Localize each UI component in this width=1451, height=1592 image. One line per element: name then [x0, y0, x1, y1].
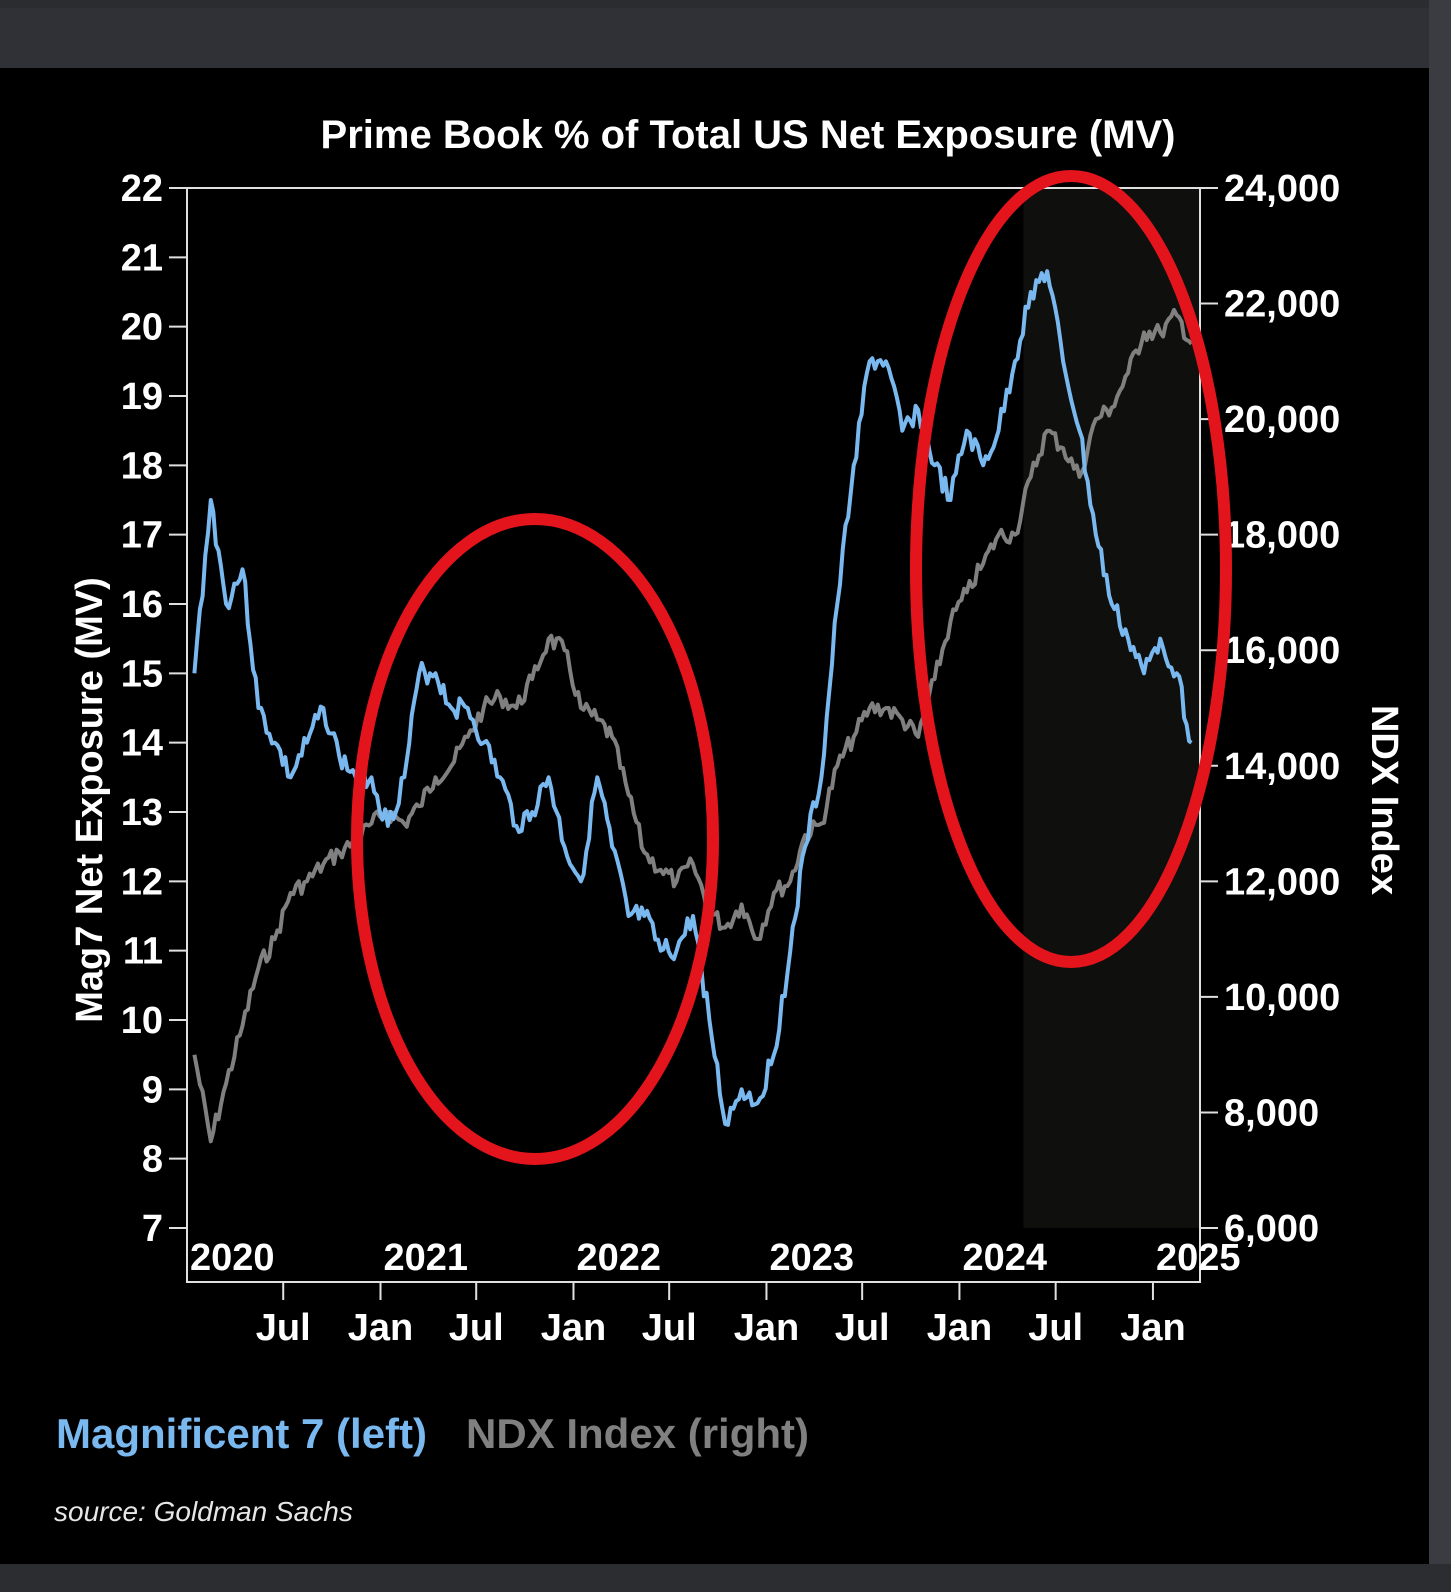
left-tick-label: 10	[121, 1000, 163, 1042]
left-tick-label: 11	[123, 931, 163, 973]
tick-labels: 22 21 20 19 18 17 16 15 14 13 12 11 10 9 8 7 24,000 22,00…	[121, 168, 1341, 1349]
scrollbar-track[interactable]	[1429, 0, 1451, 1592]
annotation-circle-2024	[910, 170, 1232, 968]
month-label: Jan	[348, 1307, 413, 1349]
annotation-circle-2021	[351, 513, 719, 1165]
left-tick-label: 22	[121, 168, 163, 210]
month-label: Jul	[835, 1307, 890, 1349]
month-label: Jan	[1120, 1307, 1185, 1349]
legend-mag7: Magnificent 7 (left)	[56, 1410, 428, 1457]
right-axis-label: NDX Index	[1363, 705, 1405, 895]
month-label: Jan	[927, 1307, 992, 1349]
left-tick-label: 14	[121, 723, 163, 765]
month-label: Jul	[1028, 1307, 1083, 1349]
left-tick-label: 19	[121, 376, 163, 418]
bottom-bar	[0, 1564, 1451, 1592]
left-tick-label: 16	[121, 584, 163, 626]
year-label: 2021	[384, 1237, 469, 1279]
year-label: 2023	[769, 1237, 854, 1279]
left-tick-label: 21	[121, 237, 163, 279]
right-tick-label: 10,000	[1224, 977, 1340, 1019]
left-tick-label: 8	[142, 1139, 163, 1181]
year-label: 2020	[190, 1237, 275, 1279]
top-bar	[0, 0, 1451, 68]
plot-border	[186, 187, 1201, 1283]
left-tick-label: 9	[142, 1069, 163, 1111]
right-tick-label: 6,000	[1224, 1208, 1319, 1250]
right-tick-label: 22,000	[1224, 284, 1340, 326]
month-label: Jan	[541, 1307, 606, 1349]
month-label: Jul	[256, 1307, 311, 1349]
left-axis-label: Mag7 Net Exposure (MV)	[69, 577, 111, 1023]
right-tick-label: 20,000	[1224, 399, 1340, 441]
right-tick-label: 14,000	[1224, 746, 1340, 788]
year-label: 2025	[1156, 1237, 1241, 1279]
year-label: 2022	[576, 1237, 661, 1279]
left-tick-label: 15	[121, 653, 163, 695]
legend-ndx: NDX Index (right)	[466, 1410, 809, 1457]
window-header	[0, 8, 1429, 68]
left-tick-label: 18	[121, 445, 163, 487]
source-note: source: Goldman Sachs	[54, 1496, 353, 1527]
chart-title: Prime Book % of Total US Net Exposure (M…	[321, 113, 1176, 157]
month-label: Jan	[734, 1307, 799, 1349]
right-tick-label: 8,000	[1224, 1092, 1319, 1134]
right-tick-label: 24,000	[1224, 168, 1340, 210]
left-tick-label: 7	[142, 1208, 163, 1250]
year-label: 2024	[962, 1237, 1047, 1279]
left-tick-label: 13	[121, 792, 163, 834]
right-tick-label: 16,000	[1224, 630, 1340, 672]
left-tick-label: 20	[121, 307, 163, 349]
left-tick-label: 12	[121, 861, 163, 903]
chart: Prime Book % of Total US Net Exposure (M…	[69, 113, 1405, 1349]
right-tick-label: 12,000	[1224, 861, 1340, 903]
right-tick-label: 18,000	[1224, 515, 1340, 557]
month-label: Jul	[642, 1307, 697, 1349]
highlight-region	[1023, 188, 1200, 1228]
left-tick-label: 17	[121, 515, 163, 557]
month-label: Jul	[449, 1307, 504, 1349]
